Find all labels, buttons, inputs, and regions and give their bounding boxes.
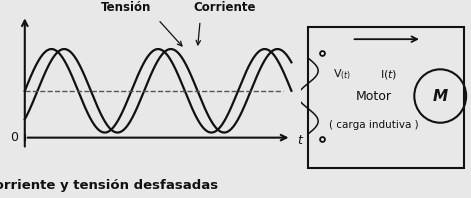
Bar bbox=[308, 27, 463, 168]
Text: Corriente y tensión desfasadas: Corriente y tensión desfasadas bbox=[0, 179, 218, 192]
Text: Tensión: Tensión bbox=[101, 1, 151, 14]
Text: ( carga indutiva ): ( carga indutiva ) bbox=[329, 120, 418, 130]
Text: Motor: Motor bbox=[355, 89, 391, 103]
Text: $\mathrm{V}_{(t)}$: $\mathrm{V}_{(t)}$ bbox=[333, 67, 351, 82]
Text: t: t bbox=[297, 134, 301, 147]
Text: 0: 0 bbox=[10, 131, 18, 144]
Text: M: M bbox=[433, 89, 448, 104]
Text: $\mathrm{I}(t)$: $\mathrm{I}(t)$ bbox=[380, 68, 398, 81]
Text: Corriente: Corriente bbox=[193, 1, 255, 14]
